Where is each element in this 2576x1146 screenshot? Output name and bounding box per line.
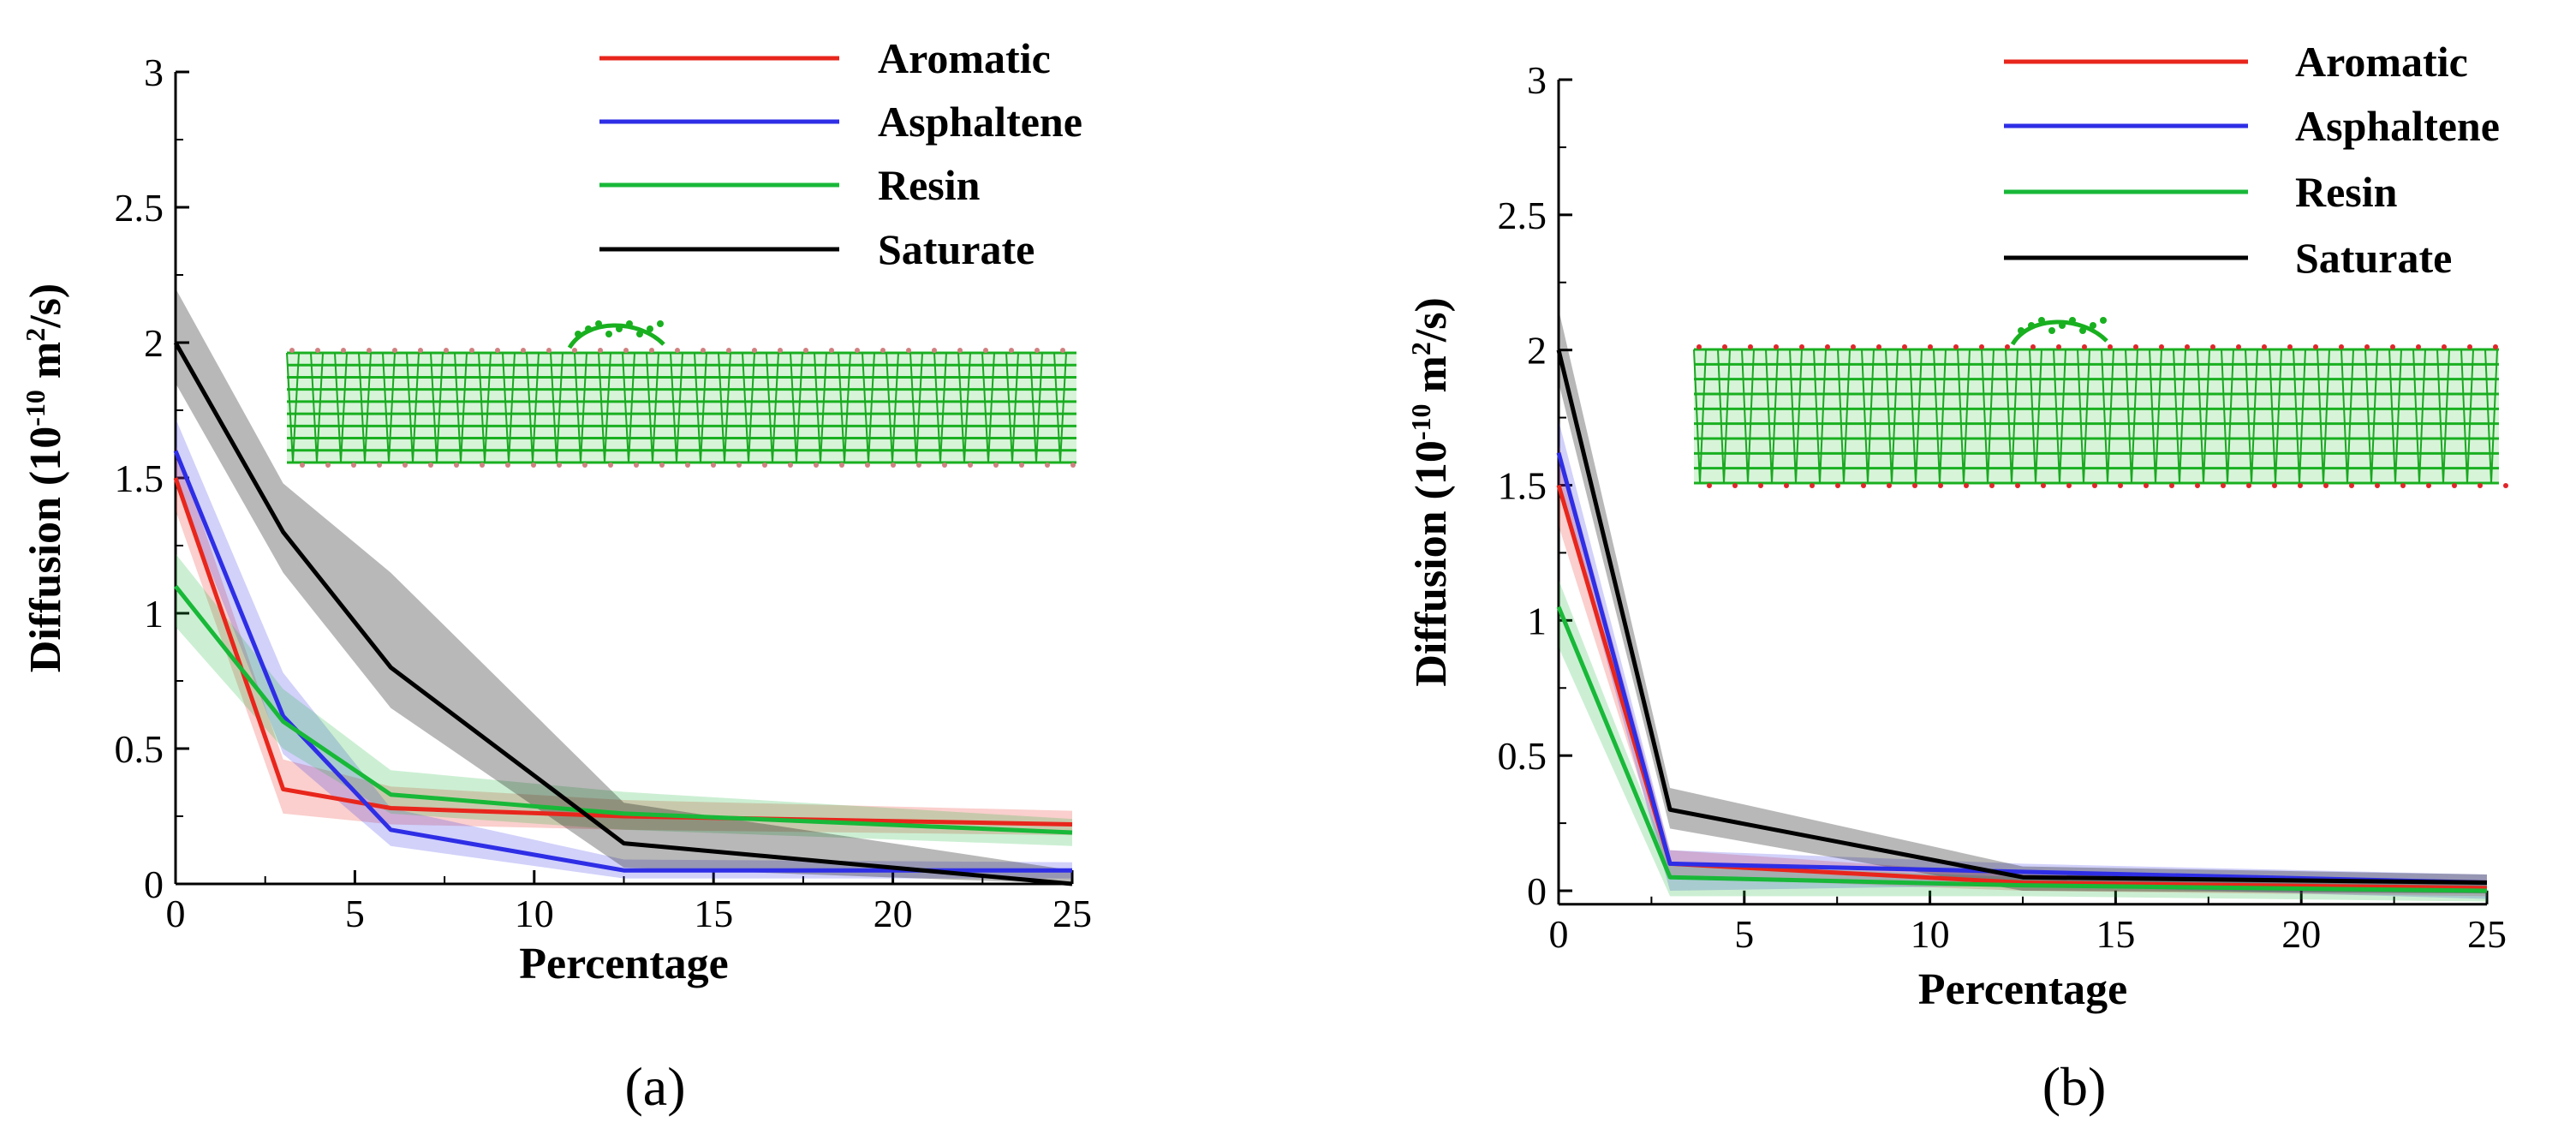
y-tick-label: 0.5 bbox=[1498, 734, 1547, 778]
y-axis-title: Diffusion (10-10 m2/s) bbox=[20, 284, 70, 672]
nanotube-inset bbox=[286, 320, 1076, 468]
x-tick-label: 15 bbox=[694, 892, 733, 935]
panel-a: 0 5 10 15 20 25 0 0.5 1 1.5 2 2.5 3 Aromatic Asphalten… bbox=[20, 34, 1092, 1117]
x-tick-label: 10 bbox=[515, 892, 554, 935]
panel-b: 0 5 10 15 20 25 0 0.5 1 1.5 2 2.5 3 Aromatic Asphalten… bbox=[1405, 38, 2508, 1117]
y-tick-label: 0 bbox=[1527, 869, 1547, 913]
legend-label-saturate: Saturate bbox=[2295, 234, 2452, 282]
x-tick-label: 0 bbox=[1549, 912, 1569, 956]
y-axis-title: Diffusion (10-10 m2/s) bbox=[1405, 297, 1456, 686]
panel-caption: (a) bbox=[624, 1056, 685, 1117]
nanotube-inset bbox=[1693, 317, 2508, 488]
x-tick-label: 15 bbox=[2096, 912, 2135, 956]
x-axis-title: Percentage bbox=[1918, 965, 2127, 1014]
legend-label-resin: Resin bbox=[2295, 168, 2398, 216]
y-tick-label: 2.5 bbox=[1498, 194, 1547, 237]
x-tick-label: 25 bbox=[1052, 892, 1092, 935]
y-tick-label: 2 bbox=[1527, 329, 1547, 373]
y-tick-label: 2.5 bbox=[115, 186, 164, 230]
legend-label-aromatic: Aromatic bbox=[2295, 38, 2468, 86]
series-line-saturate bbox=[1556, 349, 2488, 886]
series-line-aromatic bbox=[1556, 484, 2488, 891]
y-tick-label: 1.5 bbox=[1498, 464, 1547, 508]
y-tick-label: 0 bbox=[144, 862, 164, 906]
y-tick-label: 0.5 bbox=[115, 727, 164, 771]
x-tick-label: 20 bbox=[2281, 912, 2321, 956]
legend-label-asphaltene: Asphaltene bbox=[878, 98, 1082, 146]
x-axis-title: Percentage bbox=[519, 940, 728, 988]
y-tick-label: 1 bbox=[144, 592, 164, 636]
x-tick-label: 20 bbox=[874, 892, 913, 935]
band-saturate bbox=[176, 288, 1072, 884]
panel-caption: (b) bbox=[2042, 1056, 2107, 1117]
legend-label-saturate: Saturate bbox=[878, 225, 1035, 273]
x-tick-label: 25 bbox=[2467, 912, 2507, 956]
y-tick-label: 3 bbox=[1527, 58, 1547, 102]
x-tick-label: 5 bbox=[345, 892, 365, 935]
x-tick-label: 10 bbox=[1911, 912, 1950, 956]
series-line-resin bbox=[1556, 606, 2488, 893]
y-tick-label: 2 bbox=[144, 321, 164, 365]
band-resin bbox=[176, 553, 1072, 846]
x-tick-label: 0 bbox=[166, 892, 186, 935]
x-tick-label: 5 bbox=[1734, 912, 1754, 956]
legend-label-asphaltene: Asphaltene bbox=[2295, 102, 2500, 150]
series-line-asphaltene bbox=[1556, 451, 2488, 886]
y-tick-label: 3 bbox=[144, 51, 164, 94]
y-tick-label: 1.5 bbox=[115, 457, 164, 500]
y-tick-label: 1 bbox=[1527, 599, 1547, 642]
legend-label-aromatic: Aromatic bbox=[878, 34, 1051, 82]
legend-label-resin: Resin bbox=[878, 161, 981, 209]
